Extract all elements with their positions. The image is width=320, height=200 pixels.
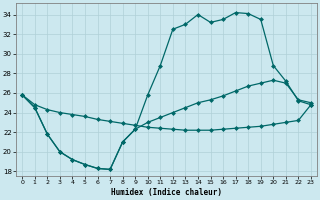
- X-axis label: Humidex (Indice chaleur): Humidex (Indice chaleur): [111, 188, 222, 197]
